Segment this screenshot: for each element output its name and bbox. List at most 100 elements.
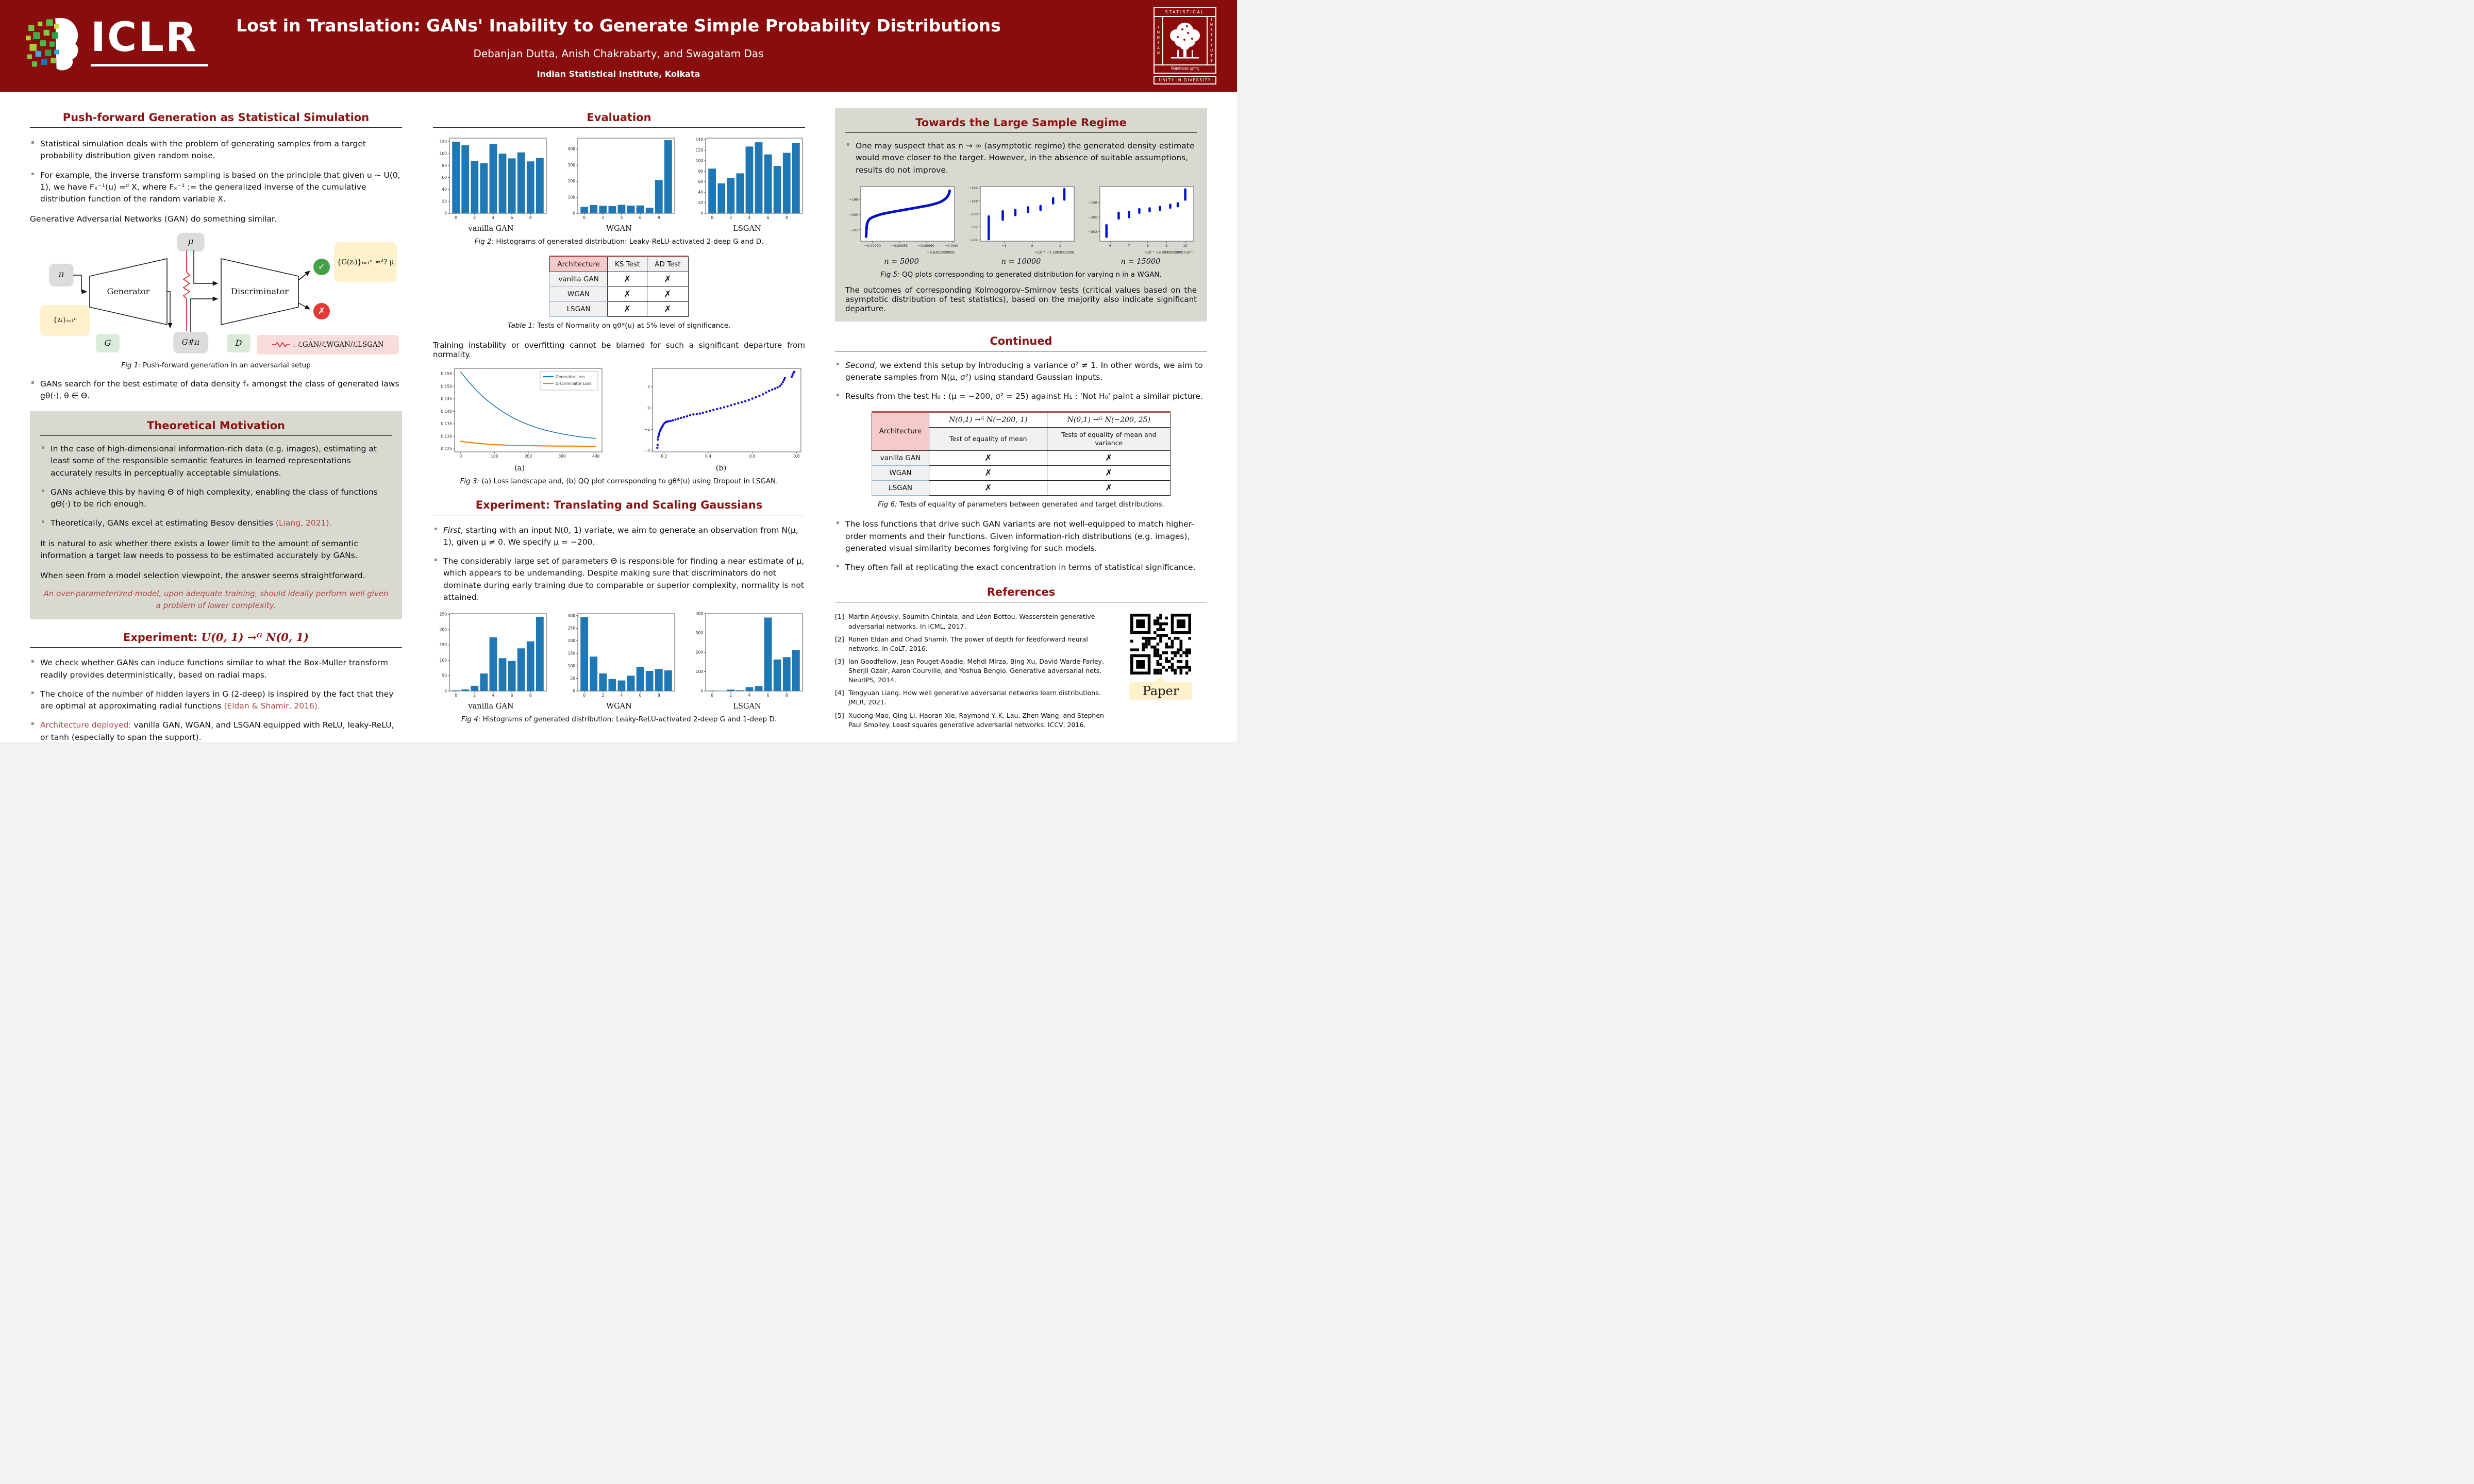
- svg-text:6: 6: [639, 693, 641, 698]
- svg-text:0: 0: [573, 211, 575, 216]
- svg-text:−198: −198: [968, 199, 978, 203]
- discriminator-trapezoid: [221, 258, 299, 325]
- svg-text:0: 0: [444, 211, 447, 216]
- bullet-large-parameters: The considerably large set of parameters…: [433, 555, 805, 603]
- x-mark: ✗: [929, 450, 1048, 466]
- paper-label: Paper: [1129, 682, 1193, 701]
- x-mark: ✗: [1047, 450, 1171, 466]
- bullet-gans-achieve: GANs achieve this by having Θ of high co…: [40, 486, 392, 511]
- svg-text:100: 100: [440, 151, 447, 156]
- fig2-lsgan-chart: 0 20 40 60 80 100 120 140 0 2 4 6 8: [689, 135, 805, 222]
- reference-item: [5] Xudong Mao, Qing Li, Haoran Xie, Raym…: [835, 711, 1104, 729]
- svg-text:4: 4: [620, 215, 623, 220]
- svg-text:−6.6350000000: −6.6350000000: [927, 250, 955, 255]
- svg-text:2: 2: [473, 693, 476, 698]
- fig4-vanilla-label: vanilla GAN: [468, 702, 514, 711]
- table1-row-vanilla: vanilla GAN ✗ ✗: [549, 272, 689, 288]
- x-mark: ✗: [607, 286, 648, 302]
- fig2-wgan-label: WGAN: [606, 225, 632, 233]
- svg-text:6: 6: [767, 215, 770, 220]
- svg-text:7: 7: [1128, 244, 1130, 248]
- svg-text:200: 200: [567, 179, 575, 183]
- svg-text:−202: −202: [1088, 230, 1097, 234]
- svg-text:8: 8: [529, 693, 532, 698]
- generator-label: Generator: [107, 286, 150, 296]
- table1: Architecture KS Test AD Test vanilla GAN…: [549, 256, 689, 317]
- qr-side: Paper: [1114, 609, 1207, 729]
- loss-zigzag: [182, 250, 191, 331]
- section-rule: [30, 647, 402, 648]
- references-area: [1] Martin Arjovsky, Soumith Chintala, an…: [835, 609, 1207, 729]
- svg-text:−196: −196: [968, 186, 978, 190]
- svg-text:10: 10: [1183, 244, 1187, 248]
- z-sample-callout: {zᵢ}ᵢ₌₁ⁿ: [40, 305, 90, 336]
- svg-text:140: 140: [696, 138, 704, 142]
- bullet-loss-functions: The loss functions that drive such GAN v…: [835, 518, 1207, 554]
- bullet-hidden-layers: The choice of the number of hidden layer…: [30, 688, 402, 713]
- svg-text:0: 0: [700, 211, 703, 216]
- x-mark: ✗: [1047, 480, 1171, 496]
- svg-text:−202: −202: [968, 225, 978, 229]
- d-box: D: [227, 333, 250, 352]
- fig4-wgan-cell: 0 50 100 150 200 250 300 0 2 4 6 8 WGAN: [561, 611, 677, 711]
- svg-text:100: 100: [491, 454, 498, 459]
- svg-text:0: 0: [573, 689, 575, 694]
- isi-right-text: INSTITUTE: [1207, 17, 1215, 64]
- svg-text:0: 0: [583, 693, 586, 698]
- svg-text:−0.00060: −0.00060: [918, 244, 934, 248]
- fig5-n5000-label: n = 5000: [884, 257, 919, 266]
- fig2-vanilla-gan-chart: 0 20 40 60 80 100 120 0 2 4 6 8: [433, 135, 549, 222]
- svg-text:100: 100: [567, 664, 575, 668]
- fig5-n5000-chart: −198 −200 −202 −0.00070 −0.00065 −0.00060 −0.0…: [845, 183, 961, 255]
- fig4-vanilla-cell: 0 50 100 150 200 250 0 2 4 6 8 vanilla GAN: [433, 611, 549, 711]
- mu-box: μ: [177, 232, 204, 250]
- svg-text:50: 50: [570, 676, 575, 681]
- x-mark: ✗: [647, 286, 689, 302]
- reference-item: [2] Ronen Eldan and Ohad Shamir. The powe…: [835, 635, 1088, 652]
- svg-text:Discriminator Loss: Discriminator Loss: [556, 381, 591, 386]
- bullet-second-experiment: Second, we extend this setup by introduc…: [835, 360, 1207, 384]
- zigzag-icon: [272, 341, 290, 348]
- svg-text:−202: −202: [849, 228, 858, 232]
- section-title-large-sample: Towards the Large Sample Regime: [915, 116, 1127, 129]
- svg-text:0: 0: [444, 689, 447, 694]
- svg-text:−0.00055: −0.00055: [945, 244, 958, 248]
- svg-text:8: 8: [529, 215, 532, 220]
- generator-trapezoid: [89, 258, 168, 325]
- middle-column: Evaluation 0 20 40 60 80 100 120 0 2 4 6 8 vanilla …: [433, 97, 805, 740]
- svg-text:20: 20: [442, 199, 447, 204]
- svg-text:200: 200: [567, 638, 575, 643]
- loss-legend: : ℒGAN/ℒWGAN/ℒLSGAN: [257, 334, 399, 355]
- bullet-besov: Theoretically, GANs excel at estimating …: [40, 517, 392, 529]
- svg-text:2: 2: [647, 384, 650, 389]
- x-mark: ✗: [607, 272, 648, 288]
- isi-logo: STATISTICAL INDIAN: [1154, 7, 1216, 85]
- poster-affiliation: Indian Statistical Institute, Kolkata: [537, 69, 700, 79]
- svg-text:6: 6: [511, 693, 513, 698]
- bullet-gans-search: GANs search for the best estimate of dat…: [30, 378, 402, 402]
- svg-text:0.130: 0.130: [441, 434, 453, 439]
- fig5-n15000-label: n = 15000: [1121, 257, 1161, 266]
- svg-text:4: 4: [492, 215, 495, 220]
- fig4-wgan-label: WGAN: [606, 702, 632, 711]
- svg-text:6: 6: [511, 215, 513, 220]
- iclr-face-icon: [26, 18, 78, 71]
- poster-title: Lost in Translation: GANs' Inability to …: [236, 15, 1001, 36]
- fig1-caption: Fig 1: Push-forward generation in an adv…: [121, 361, 311, 369]
- x-mark: ✗: [607, 301, 648, 317]
- svg-text:4: 4: [492, 693, 495, 698]
- svg-text:50: 50: [442, 673, 447, 678]
- svg-text:0.150: 0.150: [441, 384, 453, 389]
- svg-text:250: 250: [567, 626, 575, 631]
- svg-text:0.8: 0.8: [793, 454, 799, 459]
- table1-caption: Table 1: Tests of Normality on gθ*(u) at…: [507, 322, 731, 330]
- svg-text:0.140: 0.140: [441, 409, 453, 414]
- svg-text:0: 0: [1031, 244, 1033, 248]
- fig2-vanilla-label: vanilla GAN: [468, 225, 514, 233]
- svg-text:4: 4: [748, 215, 751, 220]
- svg-text:400: 400: [696, 612, 704, 616]
- svg-text:150: 150: [440, 643, 447, 647]
- iclr-logo: ICLR: [24, 13, 209, 80]
- fig4-caption: Fig 4: Histograms of generated distribut…: [461, 715, 777, 724]
- fig4-lsgan-chart: 0 100 200 300 400 0 2 4 6 8: [689, 611, 805, 699]
